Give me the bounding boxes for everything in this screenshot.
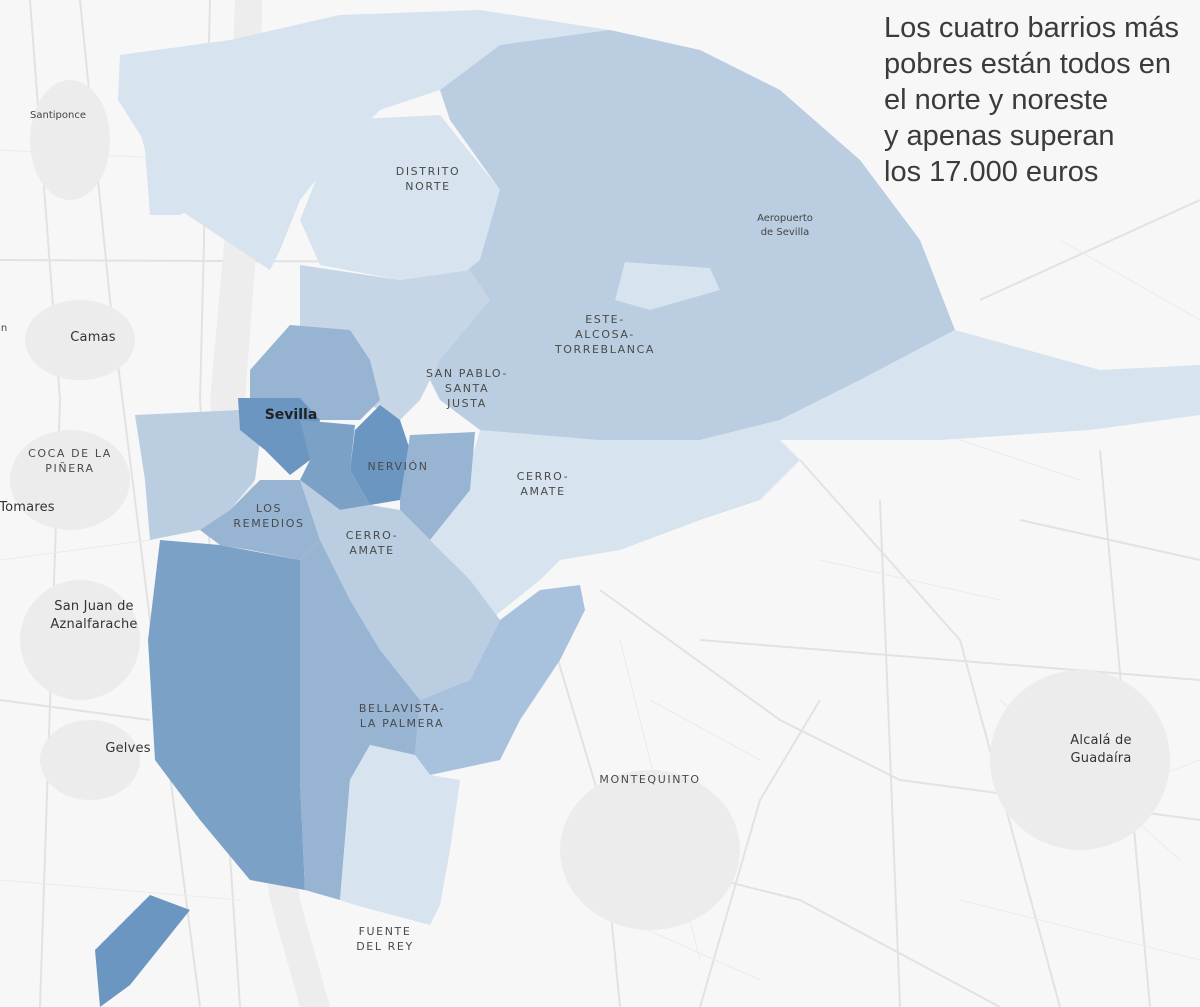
headline-line: el norte y noreste — [884, 84, 1109, 116]
district-cerro-amate-east — [430, 430, 800, 620]
district-bellavista-east — [415, 585, 585, 775]
district-sur-west — [148, 540, 305, 890]
label-nervion: NERVIÓN — [367, 460, 429, 473]
label-san-pablo-santa-justa: SAN PABLO- SANTA JUSTA — [425, 367, 509, 410]
label-bellavista-la-palmera: BELLAVISTA- LA PALMERA — [358, 702, 446, 730]
map-headline: Los cuatro barrios más pobres están todo… — [884, 10, 1179, 190]
district-nervion-east — [400, 432, 475, 540]
label-san-juan-de-aznalfarache: San Juan de Aznalfarache — [50, 599, 138, 632]
label-montequinto: MONTEQUINTO — [599, 773, 701, 786]
label-aeropuerto: Aeropuerto de Sevilla — [757, 213, 813, 238]
district-los-remedios — [200, 480, 320, 560]
label-cerro-amate-south: CERRO- AMATE — [345, 529, 399, 557]
label-camas: Camas — [70, 330, 116, 345]
district-airport-east-strip — [700, 330, 1200, 440]
label-distrito-norte: DISTRITO NORTE — [395, 165, 461, 193]
label-alcala-de-guadaira: Alcalá de Guadaíra — [1070, 733, 1132, 766]
urban-texture — [10, 80, 1170, 930]
label-cerro-amate-east: CERRO- AMATE — [516, 470, 570, 498]
label-cut-edge: n — [0, 323, 8, 334]
label-fuente-del-rey: FUENTE DEL REY — [356, 925, 414, 953]
district-northwest-tail — [120, 55, 210, 215]
district-fuente-del-rey — [340, 745, 460, 925]
district-triana — [135, 410, 260, 540]
headline-line: pobres están todos en — [884, 48, 1171, 80]
headline-line: y apenas superan — [884, 120, 1115, 152]
label-santiponce: Santiponce — [30, 110, 86, 121]
river — [210, 0, 330, 1007]
district-cerro-amate-south — [300, 480, 500, 700]
label-este-alcosa-torreblanca: ESTE- ALCOSA- TORREBLANCA — [554, 313, 656, 356]
headline-line: Los cuatro barrios más — [884, 12, 1179, 44]
label-gelves: Gelves — [105, 741, 151, 756]
district-nervion-west — [300, 420, 370, 510]
district-sur-central — [300, 540, 420, 900]
district-airport-island — [615, 262, 720, 310]
district-casco-antiguo — [250, 325, 380, 420]
label-coca-de-la-pinera: COCA DE LA PIÑERA — [28, 447, 112, 475]
label-sevilla: Sevilla — [264, 407, 318, 423]
district-airport — [420, 30, 955, 440]
label-tomares: Tomares — [0, 500, 55, 515]
district-sevilla-core — [238, 398, 320, 475]
label-los-remedios: LOS REMEDIOS — [233, 502, 305, 530]
district-southwest-island — [95, 895, 190, 1007]
district-distrito-norte — [300, 115, 500, 280]
district-nervion — [350, 405, 410, 505]
headline-line: los 17.000 euros — [884, 156, 1099, 188]
district-outer-north — [118, 10, 610, 270]
